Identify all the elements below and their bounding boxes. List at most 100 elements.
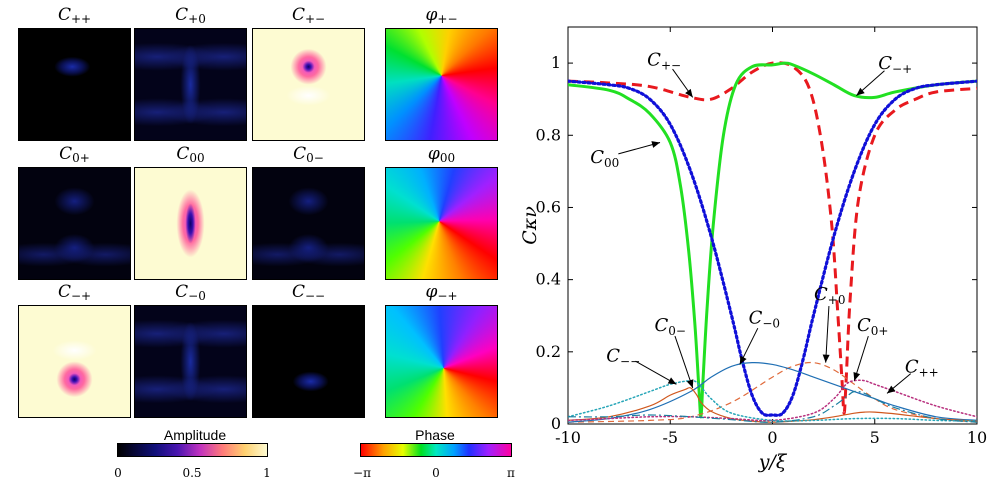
annotation-arrowhead-2 bbox=[651, 141, 661, 148]
annotation-label-0: C+− bbox=[647, 49, 681, 72]
phase-colorbar bbox=[360, 443, 512, 457]
panel-title-Cp0: C+0 bbox=[134, 5, 247, 29]
annotation-arrowhead-7 bbox=[667, 377, 677, 385]
annotation-label-base: C bbox=[749, 308, 763, 329]
panel-title-base: C bbox=[59, 144, 73, 164]
x-tick-label-2: 0 bbox=[767, 428, 777, 447]
panel-title-base: C bbox=[175, 282, 189, 302]
y-tick-label-2: 0.4 bbox=[536, 270, 561, 289]
annotation-label-base: C bbox=[655, 315, 669, 336]
phase-colorbar-title: Phase bbox=[415, 427, 455, 443]
panel-title-phi00: φ00 bbox=[385, 144, 498, 168]
annotation-label-3: C+0 bbox=[814, 284, 845, 307]
annotation-label-sub: +0 bbox=[828, 293, 846, 307]
panel-title-sub: ++ bbox=[70, 12, 92, 26]
annotation-label-base: C bbox=[878, 53, 892, 74]
panel-title-sub: 0− bbox=[306, 151, 324, 165]
panel-title-base: C bbox=[291, 5, 305, 25]
y-tick-label-0: 0 bbox=[551, 414, 561, 433]
panel-title-Cpp: C++ bbox=[18, 5, 131, 29]
annotation-label-base: C bbox=[647, 49, 661, 70]
annotation-arrow-5 bbox=[674, 335, 694, 389]
panel-Cpm bbox=[252, 28, 365, 141]
annotation-label-2: C00 bbox=[590, 147, 619, 170]
panel-phimp bbox=[385, 305, 498, 418]
annotation-label-base: C bbox=[590, 147, 604, 168]
panel-Cmp bbox=[18, 305, 131, 418]
annotation-arrowhead-6 bbox=[853, 371, 861, 381]
panel-title-base: φ bbox=[427, 144, 440, 164]
series-line-5 bbox=[568, 387, 977, 423]
annotation-arrowhead-0 bbox=[685, 88, 693, 98]
panel-title-sub: −− bbox=[304, 289, 326, 303]
annotation-label-base: C bbox=[606, 345, 620, 366]
x-tick-label-0: -10 bbox=[555, 428, 581, 447]
amplitude-tick-2: 1 bbox=[263, 466, 271, 480]
panel-title-Cpm: C+− bbox=[252, 5, 365, 29]
annotation-label-sub: 00 bbox=[604, 156, 619, 170]
y-axis-label: Cκν bbox=[519, 206, 541, 245]
annotation-label-sub: −− bbox=[620, 354, 640, 368]
panel-phi00 bbox=[385, 167, 498, 280]
x-tick-label-4: 10 bbox=[967, 428, 987, 447]
panel-C00 bbox=[134, 167, 247, 280]
panel-title-phipm: φ+− bbox=[385, 5, 498, 29]
panel-Cmm bbox=[252, 305, 365, 418]
annotation-label-sub: 0− bbox=[668, 324, 686, 338]
annotation-label-sub: −+ bbox=[892, 62, 912, 76]
annotation-label-sub: +− bbox=[661, 58, 681, 72]
annotation-label-base: C bbox=[857, 315, 871, 336]
amplitude-tick-1: 0.5 bbox=[182, 466, 202, 480]
panel-title-phimp: φ−+ bbox=[385, 282, 498, 306]
annotation-label-7: C−− bbox=[606, 345, 640, 368]
annotation-label-sub: −0 bbox=[762, 317, 780, 331]
phase-tick-1: 0 bbox=[432, 466, 440, 480]
panel-title-Cmm: C−− bbox=[252, 282, 365, 306]
annotation-label-6: C0+ bbox=[857, 315, 888, 338]
annotation-label-sub: ++ bbox=[919, 365, 939, 379]
panel-title-sub: −+ bbox=[437, 289, 458, 303]
panel-Cp0 bbox=[134, 28, 247, 141]
annotation-label-8: C++ bbox=[905, 356, 939, 379]
x-axis-label: y/ξ bbox=[758, 451, 788, 473]
annotation-arrowhead-8 bbox=[887, 385, 896, 394]
annotation-arrowhead-1 bbox=[856, 87, 865, 96]
annotation-arrowhead-5 bbox=[686, 379, 694, 388]
panel-title-sub: 00 bbox=[439, 151, 456, 165]
panel-title-sub: +− bbox=[437, 12, 458, 26]
series-line-1 bbox=[568, 61, 977, 419]
series-line-7 bbox=[568, 379, 977, 422]
annotation-label-base: C bbox=[814, 284, 828, 305]
panel-title-Cmp: C−+ bbox=[18, 282, 131, 306]
panel-title-sub: +0 bbox=[188, 12, 206, 26]
annotation-label-5: C0− bbox=[655, 315, 686, 338]
y-tick-label-4: 0.8 bbox=[536, 125, 561, 144]
panel-title-base: C bbox=[293, 144, 307, 164]
phase-tick-2: π bbox=[507, 466, 515, 480]
panel-title-base: C bbox=[57, 282, 71, 302]
panel-phipm bbox=[385, 28, 498, 141]
y-tick-label-5: 1 bbox=[551, 53, 561, 72]
y-tick-label-1: 0.2 bbox=[536, 342, 561, 361]
annotation-arrowhead-4 bbox=[739, 355, 747, 365]
panel-title-base: C bbox=[291, 282, 305, 302]
panel-title-sub: +− bbox=[304, 12, 326, 26]
panel-title-sub: −+ bbox=[70, 289, 92, 303]
panel-title-sub: −0 bbox=[188, 289, 206, 303]
amplitude-colorbar bbox=[117, 443, 268, 457]
annotation-label-1: C−+ bbox=[878, 53, 912, 76]
annotation-label-base: C bbox=[905, 356, 919, 377]
phase-tick-0: −π bbox=[353, 466, 371, 480]
panel-title-C00: C00 bbox=[134, 144, 247, 168]
panel-title-sub: 0+ bbox=[72, 151, 90, 165]
series-line-3 bbox=[568, 361, 977, 423]
panel-title-base: C bbox=[57, 5, 71, 25]
series-line-2 bbox=[568, 79, 977, 417]
panel-title-Cm0: C−0 bbox=[134, 282, 247, 306]
panel-C0p bbox=[18, 167, 131, 280]
panel-title-base: φ bbox=[425, 282, 438, 302]
panel-title-base: C bbox=[175, 5, 189, 25]
x-tick-label-3: 5 bbox=[870, 428, 880, 447]
annotation-arrowhead-3 bbox=[822, 354, 830, 363]
